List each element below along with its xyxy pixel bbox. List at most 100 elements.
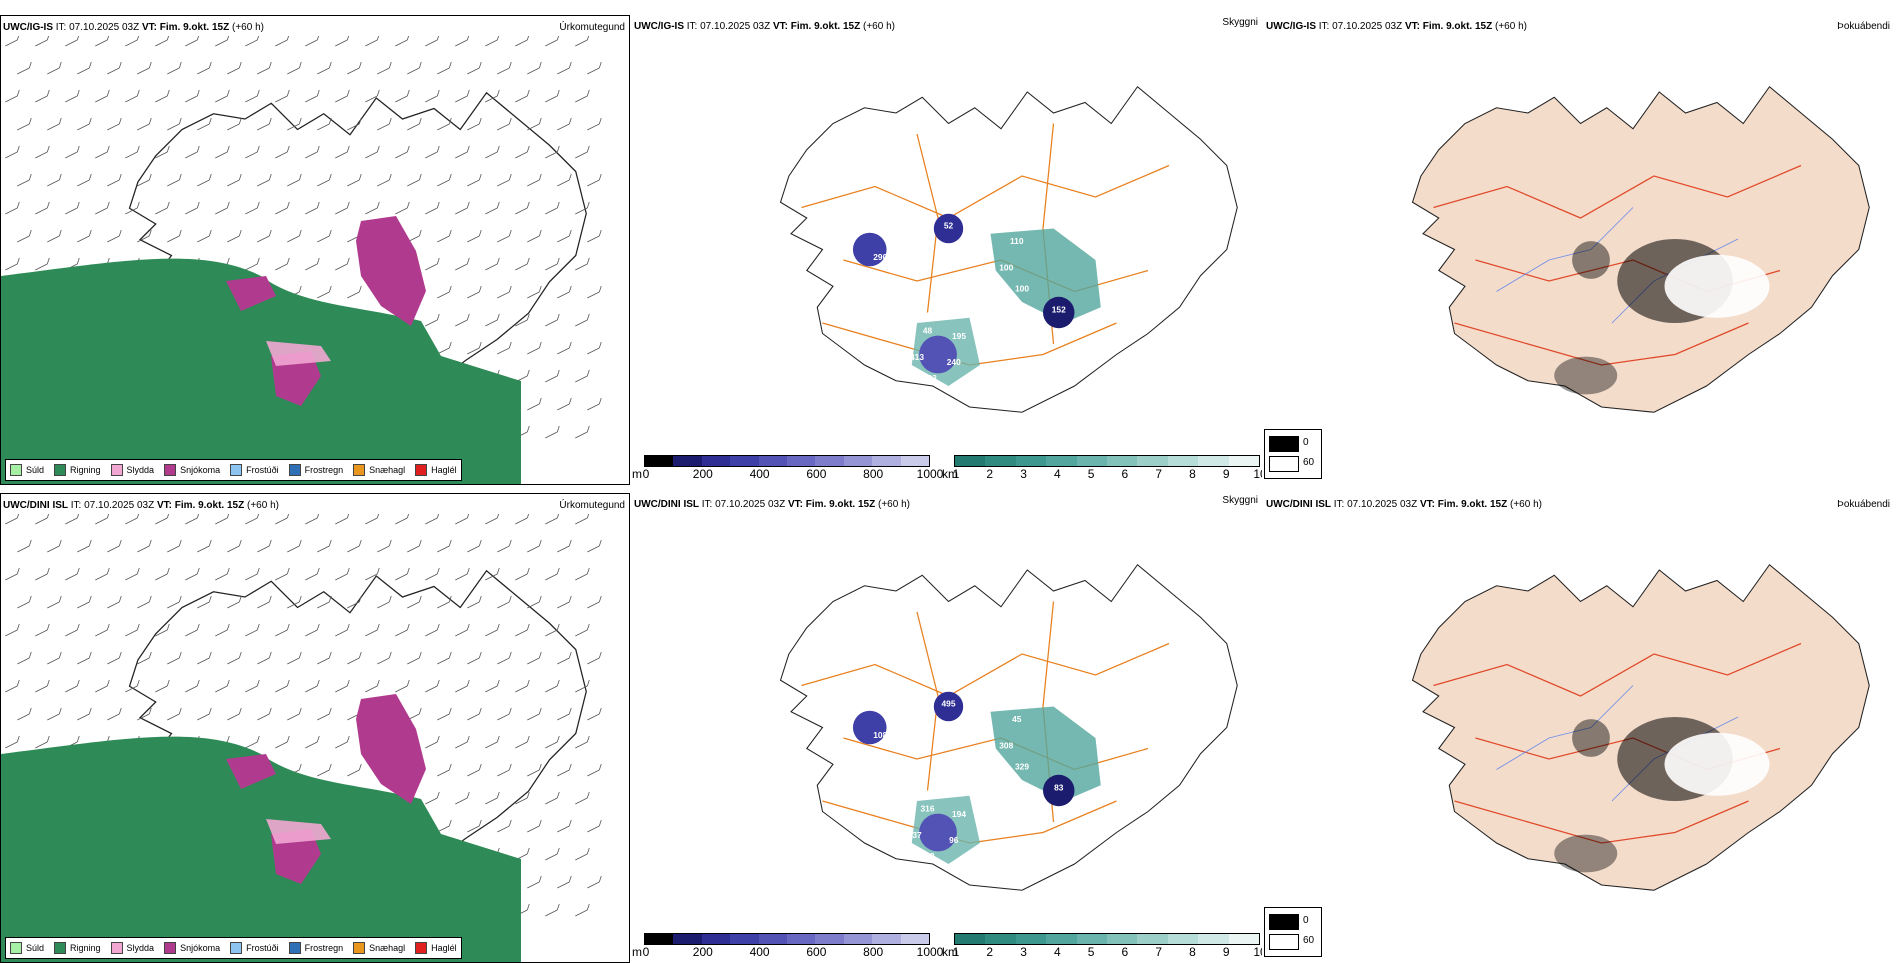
wind-barb [5,685,18,693]
wind-barb [137,123,150,131]
wind-barb [335,95,348,103]
wind-barb [136,567,140,575]
precip-type-legend-item: Snæhagl [353,464,405,476]
wind-barb [256,567,260,575]
wind-barb [575,95,588,103]
wind-barb [347,769,360,777]
wind-barb [526,903,530,911]
wind-barb [106,201,110,209]
wind-barb [256,514,260,519]
ceiling-value-label: 24 [965,158,975,168]
legend-swatch [54,464,67,476]
legend-swatch [288,464,301,476]
wind-barb [587,403,600,411]
wind-barb [298,117,302,125]
colorbar-bin [645,456,674,466]
wind-barb [527,235,540,243]
wind-barb [245,95,258,103]
precip-type-legend: Súld Rigning Slydda Snjókoma Frostúði Frostre… [5,459,462,481]
wind-barb [316,89,320,97]
wind-barb [515,629,528,637]
wind-barb [436,514,440,519]
wind-barb [47,657,60,665]
wind-barb [185,95,198,103]
wind-barb [527,657,540,665]
wind-barb [316,201,320,209]
wind-barb [508,341,512,349]
wind-barb [395,629,408,637]
precip-type-legend-item: Rigning [54,464,101,476]
wind-barb [328,595,332,603]
wind-barb [377,123,390,131]
wind-barb [317,235,330,243]
colorbar-bin [1046,934,1077,944]
legend-label: Frostregn [304,465,344,475]
wind-barb [245,263,258,271]
wind-barb [538,651,542,659]
wind-barb [305,95,318,103]
wind-barb [148,707,152,715]
wind-barb [317,291,330,299]
wind-barb [467,657,480,665]
precip-type-legend-item: Snjókoma [164,942,220,954]
wind-barb [406,567,410,575]
wind-barb [496,145,500,153]
wind-barb [287,657,300,665]
wind-barb [167,545,180,553]
wind-barb [287,235,300,243]
low-visibility-area [990,706,1101,801]
wind-barb [317,545,330,553]
wind-barb [35,573,48,581]
low-visibility-area [990,228,1101,323]
wind-barb [455,263,468,271]
wind-barb [557,713,570,721]
wind-barb [166,514,170,519]
fog-legend-swatch-0 [1269,914,1299,930]
wind-barb [28,707,32,715]
wind-barb [275,685,288,693]
ceiling-visibility-panel-row2: UWC/DINI ISL IT: 07.10.2025 03Z VT: Fim.… [632,493,1262,963]
wind-barb [497,291,510,299]
wind-barb [556,903,560,911]
wind-barb [556,369,560,377]
wind-barb [196,89,200,97]
wind-barb [197,657,210,665]
wind-barb [557,601,570,609]
wind-barb [28,173,32,181]
wind-barb [76,36,80,41]
wind-barb [545,797,558,805]
colorbar-bin [872,934,901,944]
colorbar-tick-label: 3 [1020,945,1027,959]
wind-barb [76,679,80,687]
wind-barb [448,117,452,125]
wind-barb [167,67,180,75]
ceiling-value-label: 290 [873,252,887,262]
snow-area [356,694,426,804]
precip-type-legend-item: Súld [10,464,44,476]
wind-barb [155,39,168,47]
fog-indicator-area [1554,834,1618,873]
precip-type-legend-item: Frostúði [230,942,279,954]
fog-indicator-area [1572,241,1610,279]
colorbar-strip [644,933,930,945]
colorbar-bin [843,934,873,944]
wind-barb [437,179,450,187]
wind-barb [376,145,380,153]
wind-barb [118,117,122,125]
wind-barb [208,61,212,69]
wind-barb [478,707,482,715]
wind-barb [166,145,170,153]
wind-barb [358,595,362,603]
wind-barb [586,201,590,209]
wind-barb [556,36,560,41]
colorbar-tick-label: 1 [952,945,960,959]
wind-barb [118,595,122,603]
colorbar-unit: m [632,945,642,959]
wind-barb [568,539,572,547]
wind-barb [16,679,20,687]
wind-barb [538,707,542,715]
wind-barb [286,623,290,631]
wind-barb [437,291,450,299]
wind-barb [395,95,408,103]
ceiling-visibility-map: 52 110 100 100 179 152 48 195 413 240 1233 32 290 100… [779,85,1238,413]
